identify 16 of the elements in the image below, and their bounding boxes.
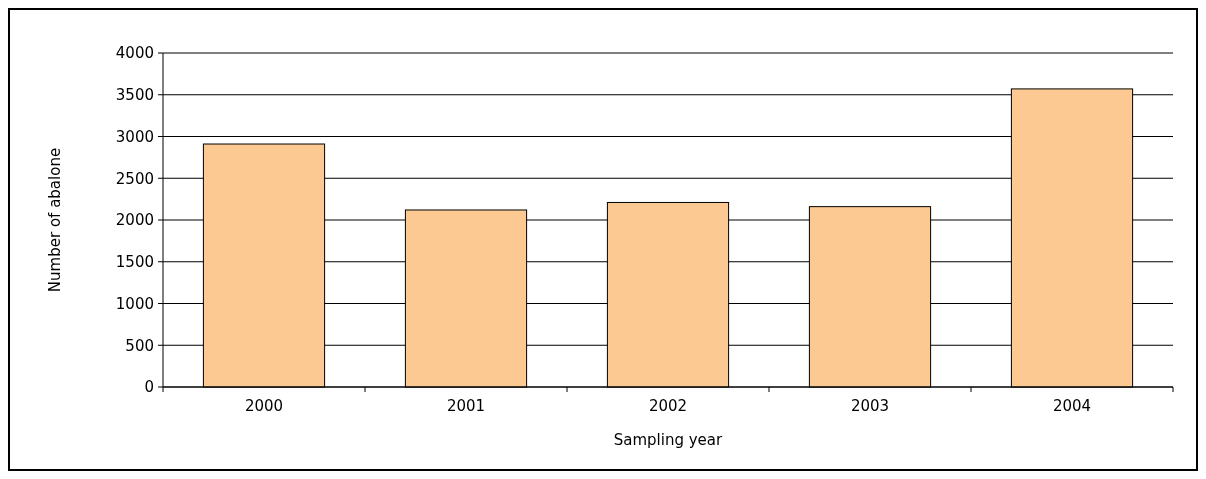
y-tick-label: 3000	[115, 127, 154, 146]
x-tick-label: 2001	[446, 397, 486, 415]
y-tick-label: 1500	[115, 253, 154, 271]
x-axis-title: Sampling year	[613, 431, 724, 449]
x-tick-label: 2004	[1052, 397, 1092, 415]
y-axis-title: Number of abalone	[46, 147, 64, 293]
y-tick-label: 3500	[115, 86, 154, 104]
x-tick-label: 2002	[648, 397, 688, 415]
y-tick-label: 1000	[115, 294, 154, 313]
y-tick-label: 2000	[115, 211, 154, 230]
y-tick-label: 2500	[115, 169, 154, 188]
y-tick-label: 500	[125, 336, 154, 355]
y-tick-label: 4000	[115, 44, 154, 63]
x-tick-label: 2003	[850, 397, 890, 415]
x-tick-label: 2000	[244, 397, 284, 415]
y-tick-label: 0	[144, 378, 154, 397]
